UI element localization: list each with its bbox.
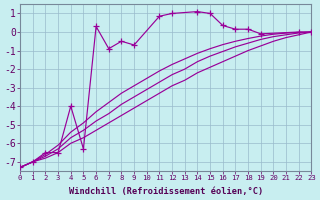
X-axis label: Windchill (Refroidissement éolien,°C): Windchill (Refroidissement éolien,°C) [69,187,263,196]
